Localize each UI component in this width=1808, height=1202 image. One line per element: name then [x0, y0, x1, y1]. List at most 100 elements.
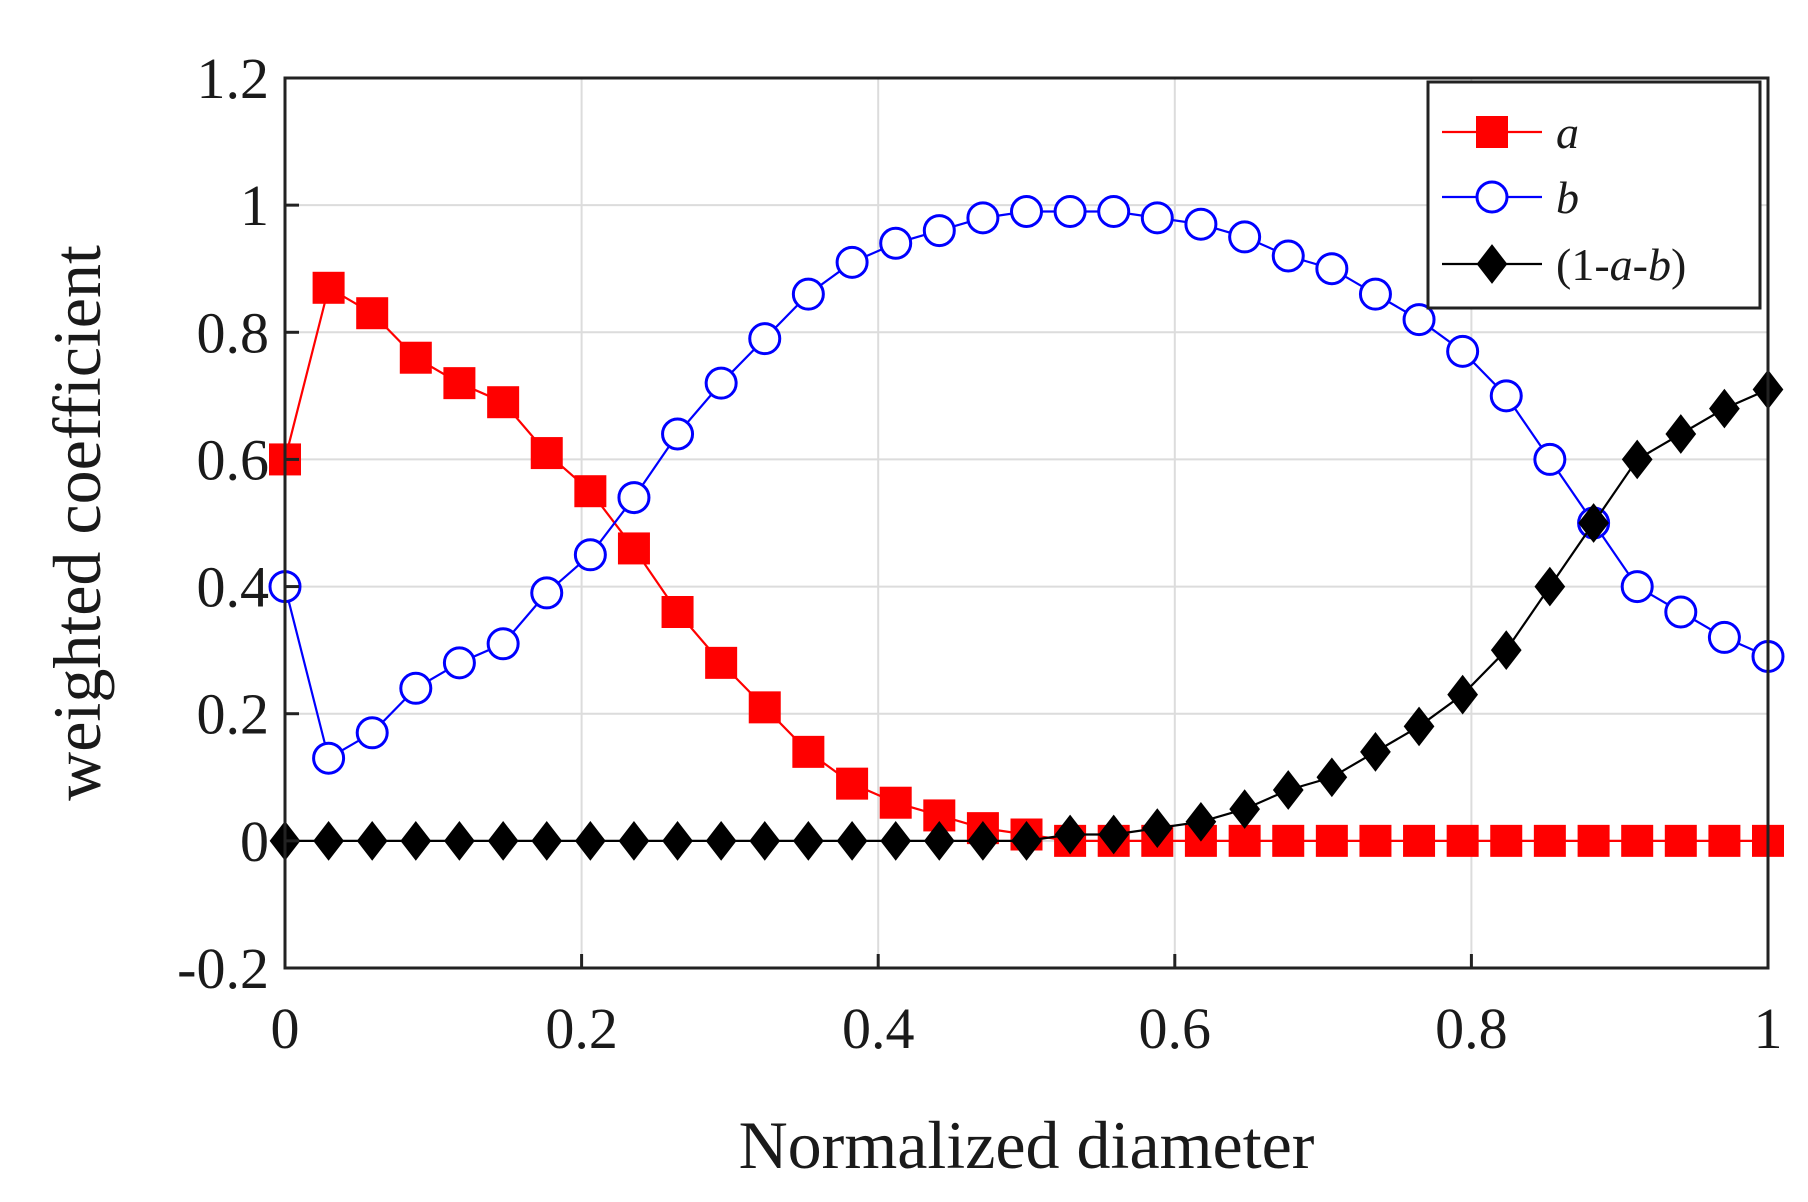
- data-point: [1140, 201, 1174, 235]
- data-point: [1709, 388, 1740, 429]
- y-tick-label: 1.2: [197, 46, 270, 111]
- data-point: [1533, 824, 1566, 857]
- data-point: [705, 821, 737, 861]
- data-point: [312, 741, 346, 775]
- data-point: [531, 821, 563, 861]
- data-point: [1011, 821, 1042, 861]
- data-point: [1490, 630, 1522, 670]
- legend-label: a: [1556, 107, 1579, 158]
- legend-marker: [1476, 244, 1508, 284]
- data-point: [399, 671, 433, 705]
- data-point: [1533, 442, 1567, 476]
- data-point: [487, 821, 519, 861]
- x-tick-label: 0.4: [842, 996, 915, 1061]
- data-point: [792, 821, 824, 861]
- data-point: [1403, 824, 1436, 857]
- data-point: [1534, 566, 1566, 607]
- legend-marker: [1475, 180, 1509, 214]
- data-point: [356, 297, 389, 330]
- y-tick-label: -0.2: [177, 936, 269, 1001]
- data-point: [355, 716, 389, 750]
- y-tick-label: 0.8: [197, 300, 270, 365]
- y-tick-label: 0.6: [197, 427, 270, 492]
- data-point: [1228, 824, 1261, 857]
- data-point: [1490, 824, 1523, 857]
- data-point: [486, 627, 520, 661]
- legend: ab (1-a-b): [1426, 80, 1762, 310]
- x-tick-label: 0.8: [1435, 996, 1508, 1061]
- x-tick-label: 1: [1754, 996, 1783, 1061]
- data-point: [1402, 303, 1436, 337]
- legend-marker: [1476, 116, 1508, 148]
- data-point: [748, 691, 781, 724]
- data-point: [312, 271, 345, 304]
- data-point: [1360, 732, 1391, 772]
- data-point: [1577, 824, 1610, 857]
- data-point: [1185, 801, 1217, 842]
- data-point: [1315, 252, 1349, 286]
- series-layer: [268, 195, 1785, 861]
- data-point: [618, 821, 650, 861]
- data-point: [923, 821, 955, 861]
- data-point: [443, 367, 476, 400]
- legend-label: (1-a-b): [1556, 239, 1686, 290]
- data-point: [574, 475, 607, 508]
- data-point: [748, 322, 782, 356]
- data-point: [704, 366, 738, 400]
- data-point: [1358, 277, 1392, 311]
- data-point: [1184, 207, 1218, 241]
- data-point: [1447, 674, 1479, 715]
- data-point: [1272, 824, 1305, 857]
- data-point: [1098, 814, 1130, 855]
- legend-label: b: [1556, 172, 1579, 223]
- data-point: [444, 821, 475, 861]
- data-point: [791, 277, 825, 311]
- y-tick-label: 0.2: [197, 682, 270, 747]
- x-axis: 0 0.2 0.4 0.6 0.8 1: [271, 954, 1783, 1061]
- x-tick-label: 0: [271, 996, 300, 1061]
- legend-item: a: [1442, 107, 1579, 158]
- series-3: [269, 369, 1784, 861]
- data-point: [313, 821, 344, 861]
- data-point: [1489, 379, 1523, 413]
- data-point: [880, 821, 912, 861]
- y-axis: -0.2 0 0.2 0.4 0.6 0.8 1 1.2: [177, 46, 299, 1001]
- data-point: [879, 786, 912, 819]
- data-point: [1229, 789, 1261, 829]
- data-point: [530, 437, 563, 470]
- data-point: [749, 821, 781, 861]
- data-point: [1271, 239, 1305, 273]
- data-point: [1664, 595, 1698, 629]
- data-point: [661, 596, 694, 628]
- plot-frame: [283, 76, 1770, 970]
- y-tick-label: 0: [240, 809, 269, 874]
- data-point: [1620, 570, 1654, 604]
- data-point: [617, 481, 651, 515]
- data-point: [1315, 824, 1348, 857]
- data-point: [967, 821, 999, 861]
- data-point: [356, 821, 388, 861]
- data-point: [1621, 824, 1654, 857]
- data-point: [662, 821, 693, 861]
- data-point: [966, 201, 1000, 235]
- data-point: [661, 417, 695, 451]
- y-tick-label: 0.4: [197, 555, 270, 620]
- data-point: [1446, 824, 1479, 857]
- data-point: [792, 735, 825, 768]
- y-axis-title: weighted coefficient: [39, 245, 115, 801]
- data-point: [1097, 195, 1131, 228]
- data-point: [1708, 824, 1741, 857]
- data-point: [1054, 814, 1086, 855]
- data-point: [1621, 439, 1653, 480]
- data-point: [1141, 808, 1173, 848]
- data-point: [530, 576, 564, 610]
- series-2: [268, 195, 1785, 775]
- data-point: [1664, 824, 1697, 857]
- x-axis-title: Normalized diameter: [739, 1107, 1315, 1183]
- legend-item: (1-a-b): [1442, 239, 1686, 290]
- data-point: [1665, 414, 1697, 454]
- data-point: [399, 341, 432, 374]
- data-point: [1446, 334, 1480, 368]
- legend-item: b: [1442, 172, 1579, 223]
